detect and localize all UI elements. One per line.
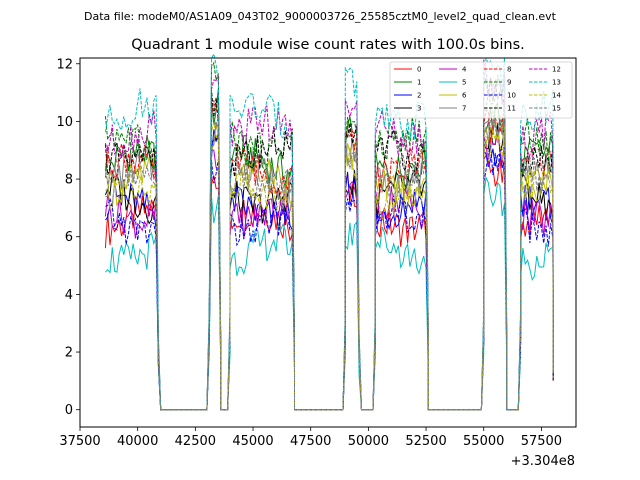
legend-label-13: 13 xyxy=(552,79,561,87)
y-tick-label: 4 xyxy=(65,288,73,303)
x-tick-label: 47500 xyxy=(290,434,331,449)
legend-label-9: 9 xyxy=(507,79,511,87)
y-tick-label: 0 xyxy=(65,403,73,418)
legend-label-8: 8 xyxy=(507,66,511,74)
y-tick-label: 12 xyxy=(56,57,73,72)
legend-label-12: 12 xyxy=(552,66,561,74)
chart-suptitle: Data file: modeM0/AS1A09_043T02_90000037… xyxy=(84,10,557,23)
legend-label-10: 10 xyxy=(507,92,516,100)
x-tick-label: 50000 xyxy=(348,434,389,449)
legend-label-3: 3 xyxy=(417,105,421,113)
legend-label-15: 15 xyxy=(552,105,561,113)
y-tick-label: 10 xyxy=(56,115,73,130)
x-tick-label: 42500 xyxy=(175,434,216,449)
plot-frame xyxy=(79,57,577,428)
plot-lines xyxy=(104,52,554,411)
y-tick-label: 8 xyxy=(65,173,73,188)
series-line-14 xyxy=(105,122,554,411)
chart-title: Quadrant 1 module wise count rates with … xyxy=(131,37,525,53)
x-tick-label: 55000 xyxy=(463,434,504,449)
legend-label-5: 5 xyxy=(462,79,466,87)
series-line-3 xyxy=(104,123,554,411)
legend-label-14: 14 xyxy=(552,92,561,100)
legend-label-11: 11 xyxy=(507,105,516,113)
series-line-7 xyxy=(105,118,554,411)
y-axis: 0 2 4 6 8 10 12 xyxy=(56,57,80,418)
x-tick-label: 52500 xyxy=(405,434,446,449)
series-line-0 xyxy=(104,154,554,411)
series-line-4 xyxy=(104,131,554,411)
y-tick-label: 6 xyxy=(65,230,73,245)
x-tick-label: 40000 xyxy=(117,434,158,449)
legend-label-2: 2 xyxy=(417,92,421,100)
x-tick-label: 57500 xyxy=(521,434,562,449)
x-tick-label: 37500 xyxy=(59,434,100,449)
legend-label-1: 1 xyxy=(417,79,421,87)
series-line-10 xyxy=(105,145,554,411)
x-axis: 37500 40000 42500 45000 47500 50000 52500 55000… xyxy=(59,427,562,449)
legend-label-4: 4 xyxy=(462,66,467,74)
legend-label-7: 7 xyxy=(462,105,466,113)
legend-label-0: 0 xyxy=(417,66,421,74)
x-offset-label: +3.304e8 xyxy=(511,454,575,469)
legend-label-6: 6 xyxy=(462,92,467,100)
x-tick-label: 45000 xyxy=(232,434,273,449)
y-tick-label: 2 xyxy=(65,346,73,361)
legend-box xyxy=(389,61,573,119)
series-line-5 xyxy=(105,175,554,411)
series-line-15 xyxy=(104,104,554,411)
series-line-6 xyxy=(104,120,554,411)
